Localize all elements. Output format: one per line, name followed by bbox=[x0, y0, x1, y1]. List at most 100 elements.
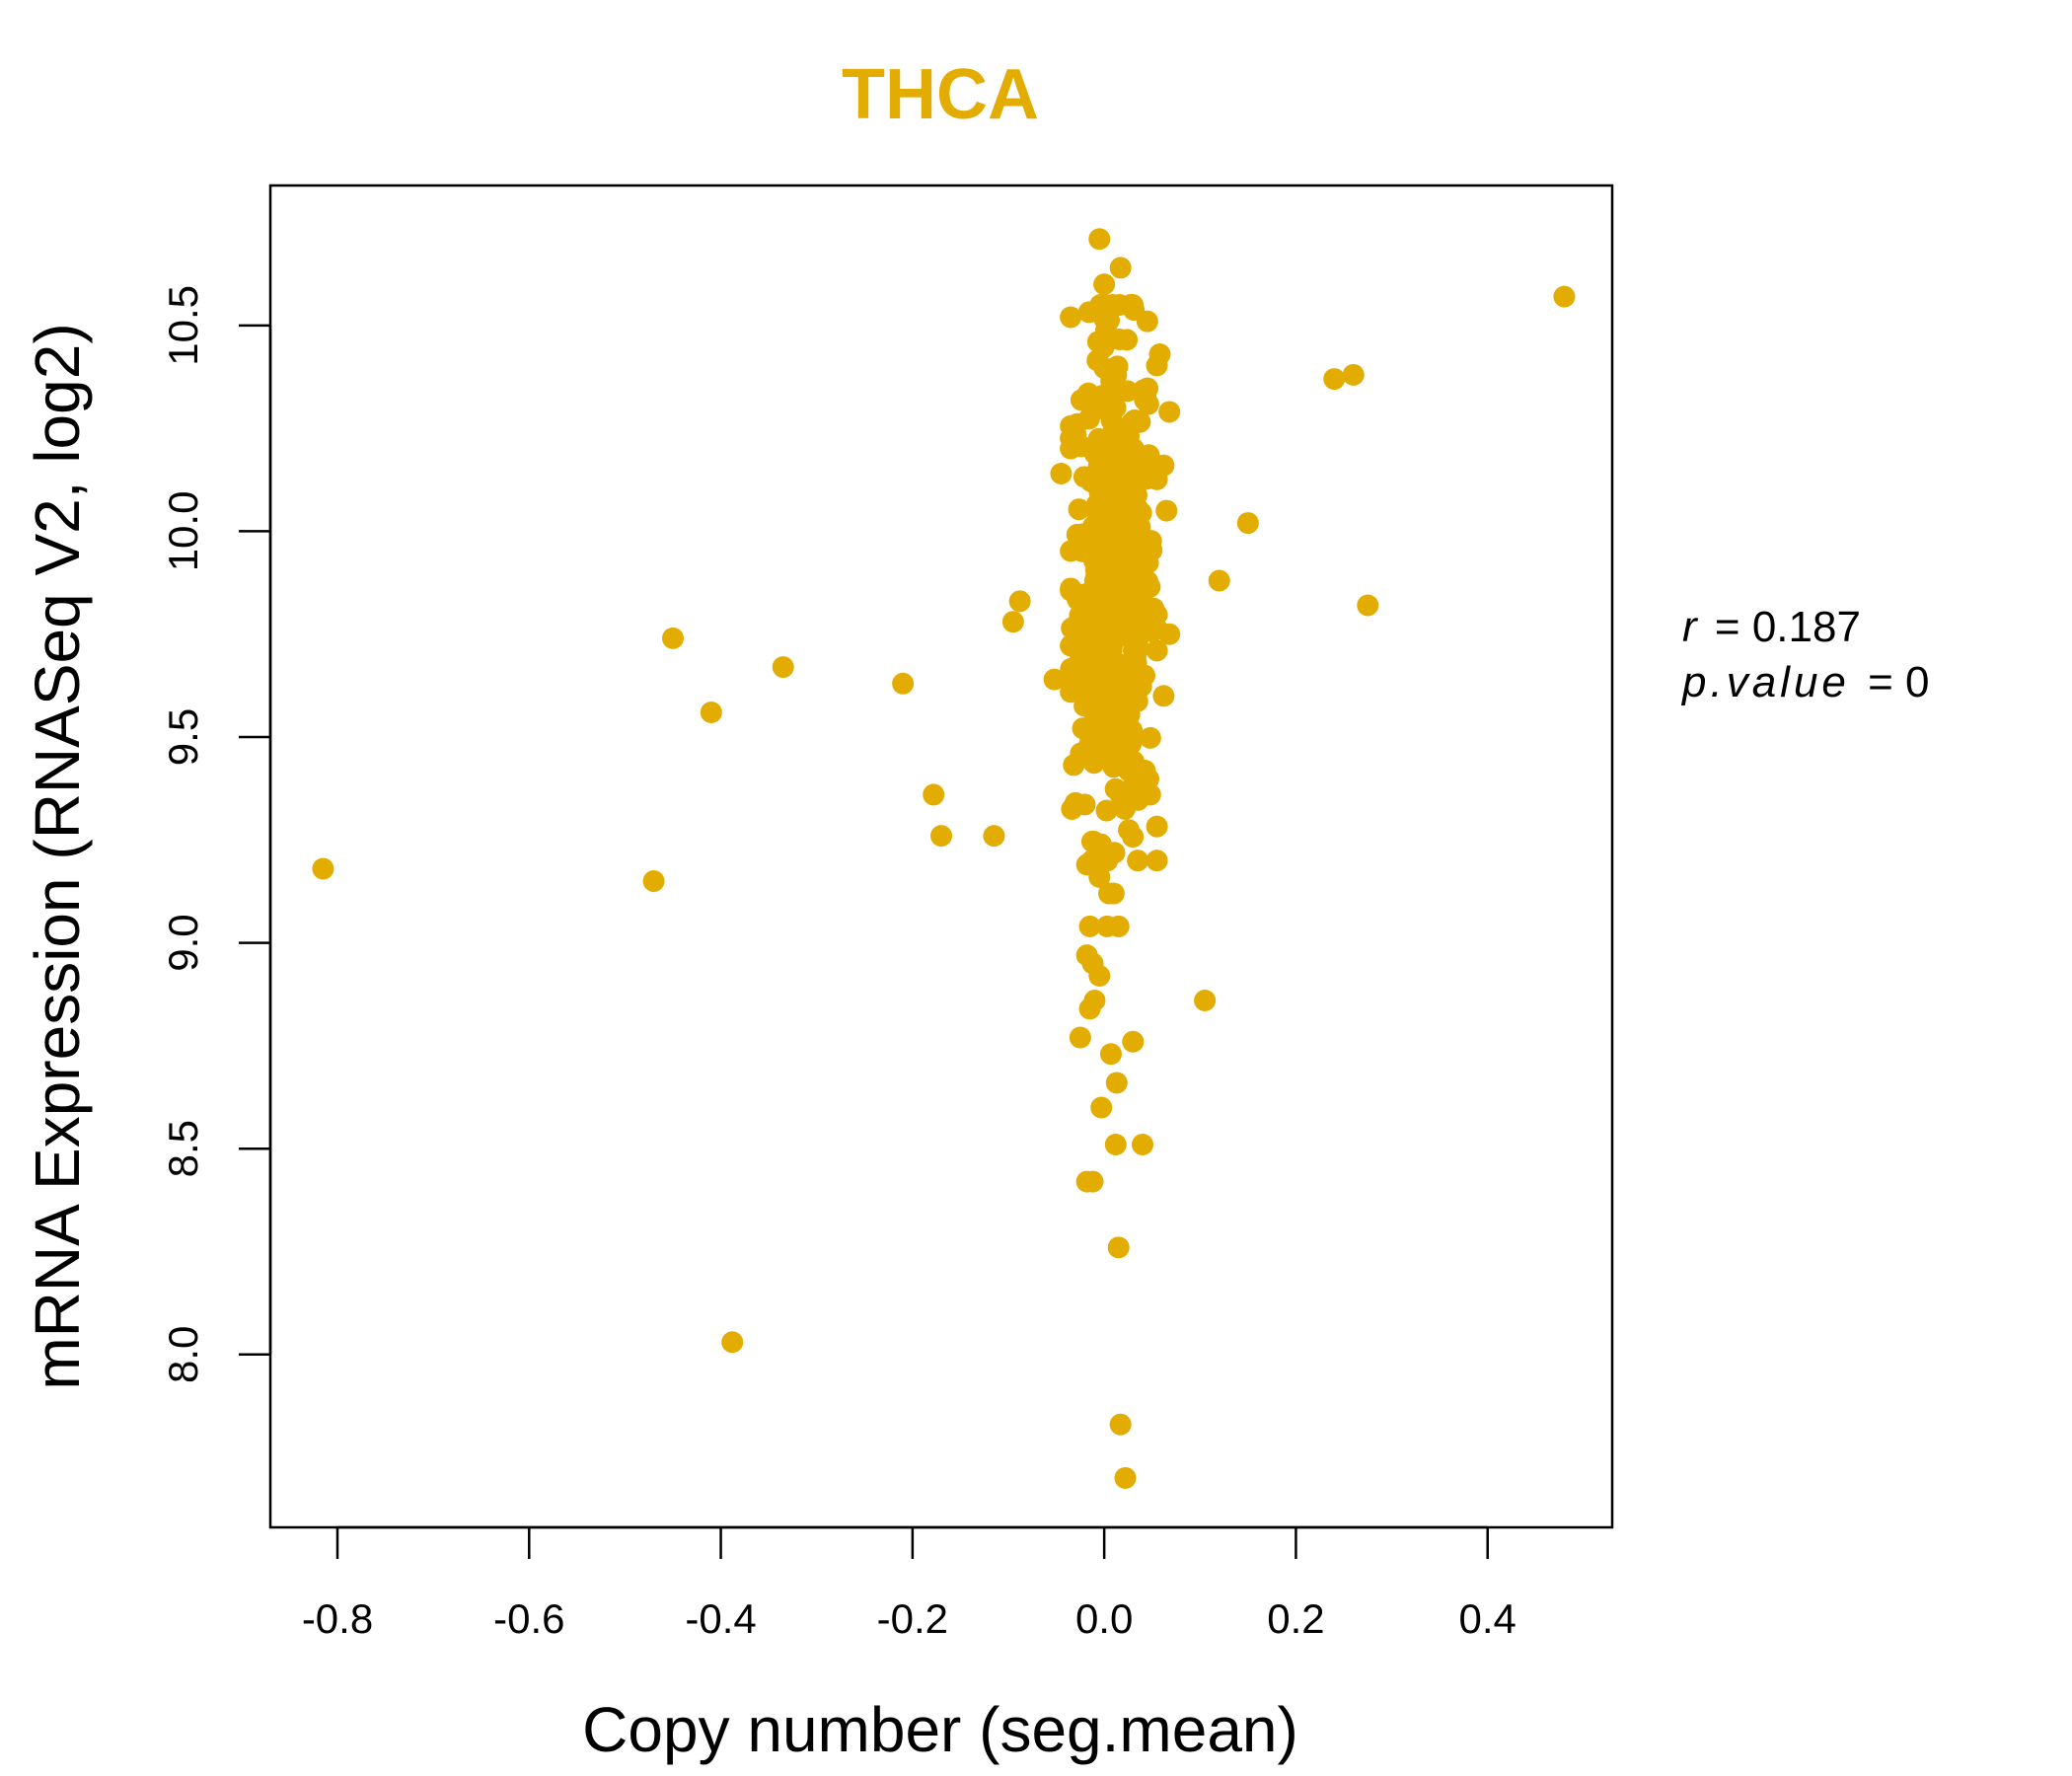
data-point bbox=[1553, 285, 1576, 308]
data-point bbox=[1158, 401, 1181, 423]
p-value: 0 bbox=[1905, 658, 1929, 706]
data-point bbox=[1082, 830, 1105, 852]
data-point bbox=[1082, 752, 1105, 775]
data-point bbox=[1132, 1134, 1153, 1156]
data-point bbox=[1114, 797, 1137, 820]
x-tick-label: -0.8 bbox=[302, 1595, 373, 1642]
data-point bbox=[1357, 594, 1379, 617]
data-point bbox=[1129, 516, 1151, 539]
data-point bbox=[1109, 1413, 1132, 1436]
data-point bbox=[1114, 1466, 1137, 1489]
data-point bbox=[1093, 308, 1116, 331]
x-axis-label: Copy number (seg.mean) bbox=[582, 1694, 1298, 1765]
data-point bbox=[1043, 668, 1066, 691]
data-point bbox=[1060, 681, 1082, 703]
data-point bbox=[1065, 791, 1086, 814]
data-point bbox=[1139, 783, 1161, 806]
y-axis-label: mRNA Expression (RNASeq V2, log2) bbox=[22, 323, 93, 1389]
data-point bbox=[700, 701, 722, 723]
pvalue-annotation: p.value = 0 bbox=[1680, 658, 1930, 706]
y-tick-label: 9.0 bbox=[160, 914, 206, 971]
data-point bbox=[1075, 944, 1098, 967]
data-point bbox=[1107, 429, 1130, 452]
data-point bbox=[983, 825, 1005, 848]
data-point bbox=[1107, 1236, 1130, 1259]
data-point bbox=[1087, 538, 1110, 560]
data-point bbox=[923, 783, 945, 806]
data-point bbox=[1071, 540, 1093, 562]
data-point bbox=[1093, 273, 1116, 296]
data-point bbox=[1127, 850, 1149, 872]
data-point bbox=[1093, 443, 1116, 466]
data-point bbox=[1155, 499, 1178, 522]
data-point bbox=[1073, 466, 1095, 488]
p-label: p.value bbox=[1680, 658, 1850, 706]
data-point bbox=[1139, 726, 1161, 749]
data-point bbox=[1323, 368, 1346, 391]
r-label: r bbox=[1682, 603, 1699, 651]
data-point bbox=[930, 825, 952, 848]
data-point bbox=[1075, 853, 1098, 876]
data-point bbox=[1108, 293, 1131, 316]
r-value: 0.187 bbox=[1752, 603, 1861, 651]
x-tick-label: -0.4 bbox=[685, 1595, 756, 1642]
data-point bbox=[1082, 695, 1105, 717]
data-point bbox=[1094, 850, 1117, 872]
data-point bbox=[642, 870, 665, 893]
y-axis: 8.0 8.5 9.0 9.5 10.0 10.5 bbox=[160, 285, 272, 1383]
data-point bbox=[772, 656, 794, 679]
data-point bbox=[1083, 990, 1106, 1012]
data-point bbox=[1136, 468, 1158, 490]
data-point bbox=[1099, 1043, 1122, 1066]
data-point bbox=[1077, 635, 1100, 658]
data-point bbox=[1122, 1030, 1145, 1053]
data-point bbox=[1146, 639, 1168, 662]
x-tick-label: 0.2 bbox=[1267, 1595, 1324, 1642]
x-tick-label: 0.0 bbox=[1075, 1595, 1133, 1642]
data-point bbox=[1095, 623, 1118, 645]
data-point bbox=[1146, 850, 1168, 872]
data-point bbox=[1122, 775, 1145, 797]
x-axis: -0.8 -0.6 -0.4 -0.2 0.0 0.2 0.4 bbox=[302, 1525, 1517, 1642]
data-point bbox=[1115, 479, 1138, 501]
data-point bbox=[1125, 651, 1147, 674]
y-tick-label: 8.5 bbox=[160, 1120, 206, 1177]
data-point bbox=[721, 1331, 744, 1354]
data-point bbox=[1342, 363, 1365, 386]
data-point bbox=[1122, 826, 1145, 849]
data-point bbox=[1104, 1134, 1127, 1156]
data-point bbox=[1068, 498, 1090, 521]
data-point bbox=[1100, 370, 1123, 393]
y-tick-label: 8.0 bbox=[160, 1326, 206, 1383]
data-point bbox=[1194, 990, 1217, 1012]
x-tick-label: -0.2 bbox=[877, 1595, 948, 1642]
y-tick-label: 9.5 bbox=[160, 708, 206, 766]
data-point bbox=[1152, 685, 1175, 707]
data-point bbox=[1133, 379, 1155, 402]
data-point bbox=[1077, 407, 1100, 430]
data-point bbox=[1106, 752, 1129, 775]
data-point bbox=[1101, 706, 1124, 729]
data-point bbox=[662, 627, 684, 649]
data-point bbox=[1148, 343, 1171, 366]
data-point bbox=[1069, 1026, 1091, 1049]
data-point bbox=[1060, 306, 1082, 329]
data-point bbox=[1208, 569, 1230, 592]
data-point bbox=[1121, 532, 1144, 555]
data-point bbox=[1109, 257, 1132, 279]
data-point bbox=[1107, 915, 1130, 937]
data-point bbox=[1112, 511, 1135, 534]
data-point bbox=[1134, 759, 1156, 781]
data-point bbox=[1060, 579, 1082, 602]
data-point bbox=[312, 857, 334, 880]
x-tick-label: -0.6 bbox=[493, 1595, 564, 1642]
y-tick-label: 10.5 bbox=[160, 285, 206, 366]
chart-title: THCA bbox=[842, 55, 1039, 134]
data-point bbox=[1086, 349, 1109, 372]
data-point bbox=[1152, 454, 1175, 477]
data-point bbox=[1104, 663, 1127, 686]
data-point bbox=[892, 672, 915, 695]
data-point bbox=[1073, 387, 1096, 409]
correlation-annotation: r = 0.187 bbox=[1682, 603, 1861, 651]
data-point bbox=[1116, 380, 1139, 403]
